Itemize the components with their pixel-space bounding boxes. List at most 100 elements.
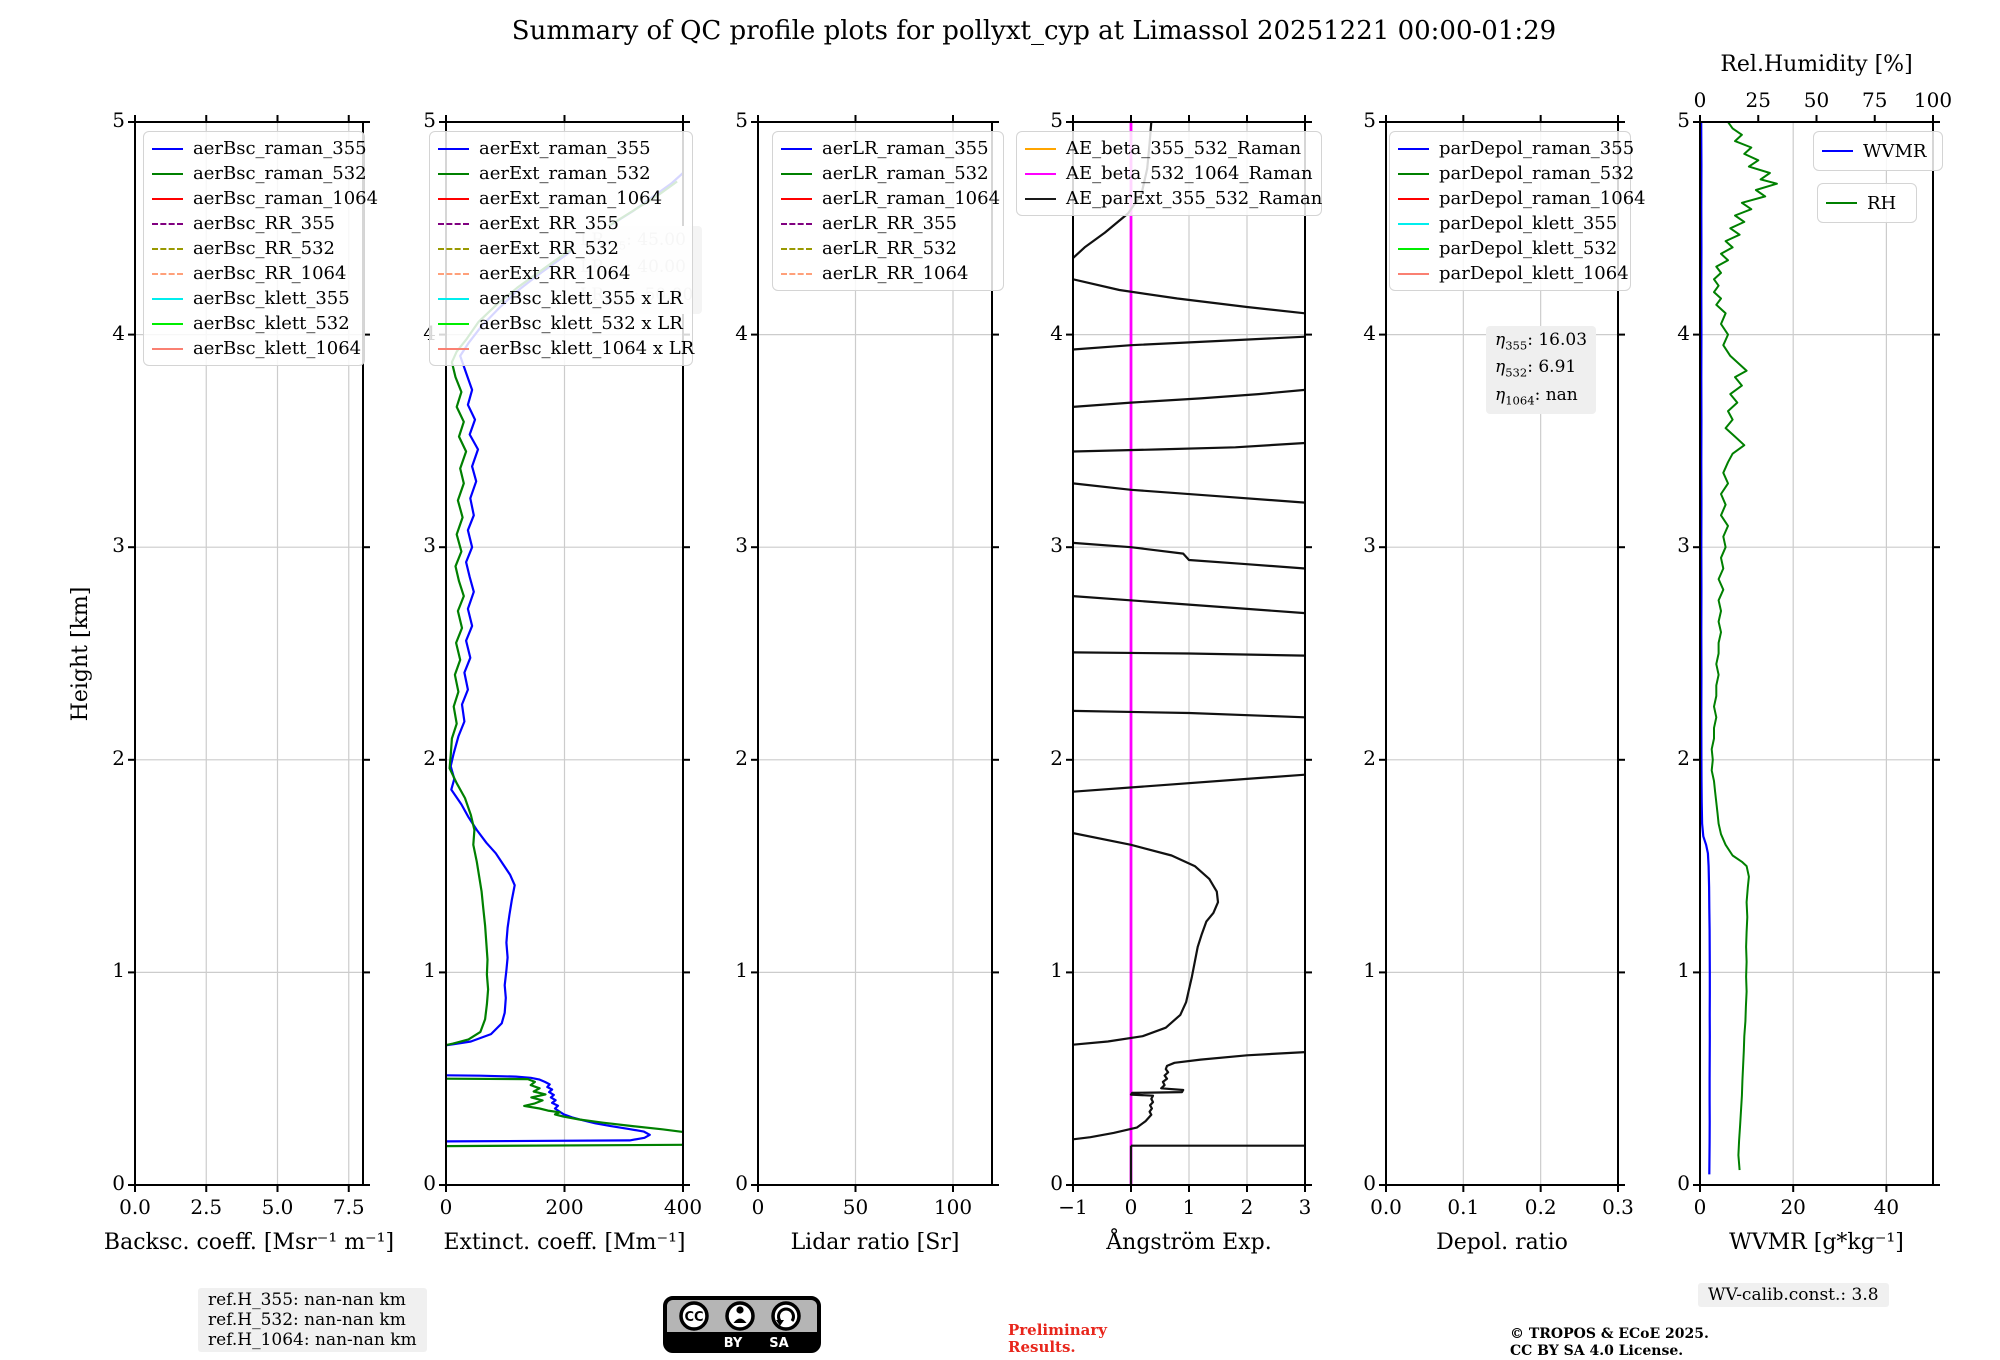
y-tick-label: 3	[1677, 533, 1690, 558]
y-tick-label: 3	[423, 533, 436, 558]
legend-label: aerBsc_RR_355	[193, 213, 335, 234]
legend-wvmr-0: WVMR	[1813, 131, 1943, 171]
legend-item: aerBsc_klett_532	[152, 311, 356, 336]
legend-label: AE_parExt_355_532_Raman	[1066, 188, 1323, 209]
x-tick-label: 0	[1124, 1195, 1138, 1219]
legend-item: aerExt_RR_355	[438, 211, 684, 236]
series-AE_parExt_355_532_Raman	[1073, 278, 1305, 315]
legend-label: AE_beta_355_532_Raman	[1066, 138, 1302, 159]
legend-label: aerLR_RR_355	[822, 213, 957, 234]
y-tick-label: 1	[1050, 958, 1063, 983]
x-tick-label: 20	[1780, 1195, 1806, 1219]
legend-item: aerBsc_RR_532	[152, 236, 356, 261]
series-AE_parExt_355_532_Raman	[1073, 709, 1305, 719]
legend-item: aerBsc_raman_1064	[152, 186, 378, 211]
x-axis-label-angstrom: Ångström Exp.	[1106, 1230, 1272, 1255]
legend-item: aerBsc_klett_1064	[152, 336, 361, 361]
series-WVMR	[1700, 122, 1711, 1175]
x-axis-label-depol_ratio: Depol. ratio	[1436, 1230, 1568, 1255]
top-axis-label-wvmr: Rel.Humidity [%]	[1720, 52, 1913, 77]
cc-license-badge: CC BY SA	[663, 1296, 821, 1353]
legend-label: aerBsc_klett_355 x LR	[479, 288, 683, 309]
y-tick-label: 3	[1363, 533, 1376, 558]
y-tick-label: 1	[423, 958, 436, 983]
x-tick-label: 200	[545, 1195, 584, 1219]
series-AE_parExt_355_532_Raman	[1073, 441, 1305, 453]
x-tick-label: 7.5	[332, 1195, 365, 1219]
legend-label: parDepol_raman_355	[1439, 138, 1635, 159]
x-tick-label: 0.0	[119, 1195, 151, 1219]
legend-label: parDepol_raman_532	[1439, 163, 1635, 184]
series-AE_parExt_355_532_Raman	[1073, 541, 1305, 570]
y-tick-label: 4	[735, 320, 748, 345]
legend-label: RH	[1867, 192, 1897, 214]
cc-sa-label: SA	[769, 1336, 788, 1351]
legend-line-sample	[438, 322, 469, 325]
x-axis-label-wvmr: WVMR [g*kg⁻¹]	[1729, 1230, 1904, 1255]
legend-item: aerExt_RR_1064	[438, 261, 684, 286]
x-axis-label-extinction: Extinct. coeff. [Mm⁻¹]	[443, 1230, 686, 1255]
legend-label: aerExt_RR_1064	[479, 263, 631, 284]
legend-line-sample	[1398, 222, 1429, 225]
legend-label: AE_beta_532_1064_Raman	[1066, 163, 1313, 184]
legend-item: parDepol_raman_1064	[1398, 186, 1646, 211]
y-tick-label: 5	[423, 108, 436, 132]
legend-line-sample	[438, 172, 469, 175]
legend-line-sample	[1826, 202, 1857, 204]
annotation-depol_ratio-0: η355: 16.03 η532: 6.91 η1064: nan	[1486, 326, 1597, 415]
y-tick-label: 1	[1363, 958, 1376, 983]
series-AE_parExt_355_532_Raman	[1073, 832, 1220, 1046]
legend-line-sample	[1398, 197, 1429, 200]
legend-label: aerBsc_klett_1064 x LR	[479, 338, 695, 359]
legend-line-sample	[152, 272, 183, 275]
legend-line-sample	[1025, 197, 1056, 200]
legend-line-sample	[781, 147, 812, 150]
preliminary-results-note: Preliminary Results.	[1008, 1321, 1107, 1356]
legend-label: aerBsc_raman_1064	[193, 188, 379, 209]
legend-label: aerLR_RR_1064	[822, 263, 969, 284]
legend-item: parDepol_klett_355	[1398, 211, 1622, 236]
cc-by-label: BY	[724, 1336, 743, 1351]
legend-item: parDepol_klett_1064	[1398, 261, 1629, 286]
y-tick-label: 0	[1050, 1171, 1063, 1195]
copyright-note: © TROPOS & ECoE 2025. CC BY SA 4.0 Licen…	[1510, 1326, 1709, 1359]
x-tick-label: 2	[1240, 1195, 1254, 1219]
legend-line-sample	[781, 197, 812, 200]
legend-item: aerLR_RR_1064	[781, 261, 995, 286]
legend-item: aerBsc_klett_532 x LR	[438, 311, 684, 336]
legend-item: aerLR_raman_532	[781, 161, 995, 186]
y-tick-label: 0	[1677, 1171, 1690, 1195]
legend-item: parDepol_klett_532	[1398, 236, 1622, 261]
legend-label: aerBsc_klett_532	[193, 313, 350, 334]
legend-line-sample	[438, 222, 469, 225]
y-tick-label: 3	[1050, 533, 1063, 558]
legend-item: parDepol_raman_532	[1398, 161, 1634, 186]
legend-label: aerLR_raman_1064	[822, 188, 1001, 209]
y-tick-label: 2	[1050, 745, 1063, 770]
legend-item: aerBsc_klett_355 x LR	[438, 286, 684, 311]
legend-label: aerLR_raman_355	[822, 138, 989, 159]
legend-line-sample	[152, 322, 183, 325]
legend-line-sample	[781, 222, 812, 225]
panel-frame-depol_ratio	[1385, 121, 1619, 1186]
legend-item: AE_beta_532_1064_Raman	[1025, 161, 1313, 186]
legend-line-sample	[152, 197, 183, 200]
legend-item: aerExt_raman_355	[438, 136, 684, 161]
y-tick-label: 4	[1050, 320, 1063, 345]
y-tick-label: 0	[112, 1171, 125, 1195]
svg-text:CC: CC	[684, 1310, 703, 1325]
legend-label: aerExt_RR_355	[479, 213, 619, 234]
y-tick-label: 5	[1363, 108, 1376, 132]
y-tick-label: 0	[735, 1171, 748, 1195]
x-axis-label-lidar_ratio: Lidar ratio [Sr]	[790, 1230, 960, 1255]
top-tick-label: 25	[1745, 88, 1771, 112]
wv-calib-annotation: WV-calib.const.: 3.8	[1698, 1283, 1889, 1307]
legend-label: aerExt_raman_532	[479, 163, 651, 184]
legend-label: aerLR_RR_532	[822, 238, 957, 259]
x-tick-label: 40	[1873, 1195, 1900, 1219]
legend-line-sample	[152, 222, 183, 225]
ref-height-532: ref.H_532: nan-nan km	[208, 1310, 406, 1330]
legend-label: aerBsc_klett_1064	[193, 338, 362, 359]
legend-item: aerBsc_RR_1064	[152, 261, 356, 286]
legend-line-sample	[781, 247, 812, 250]
